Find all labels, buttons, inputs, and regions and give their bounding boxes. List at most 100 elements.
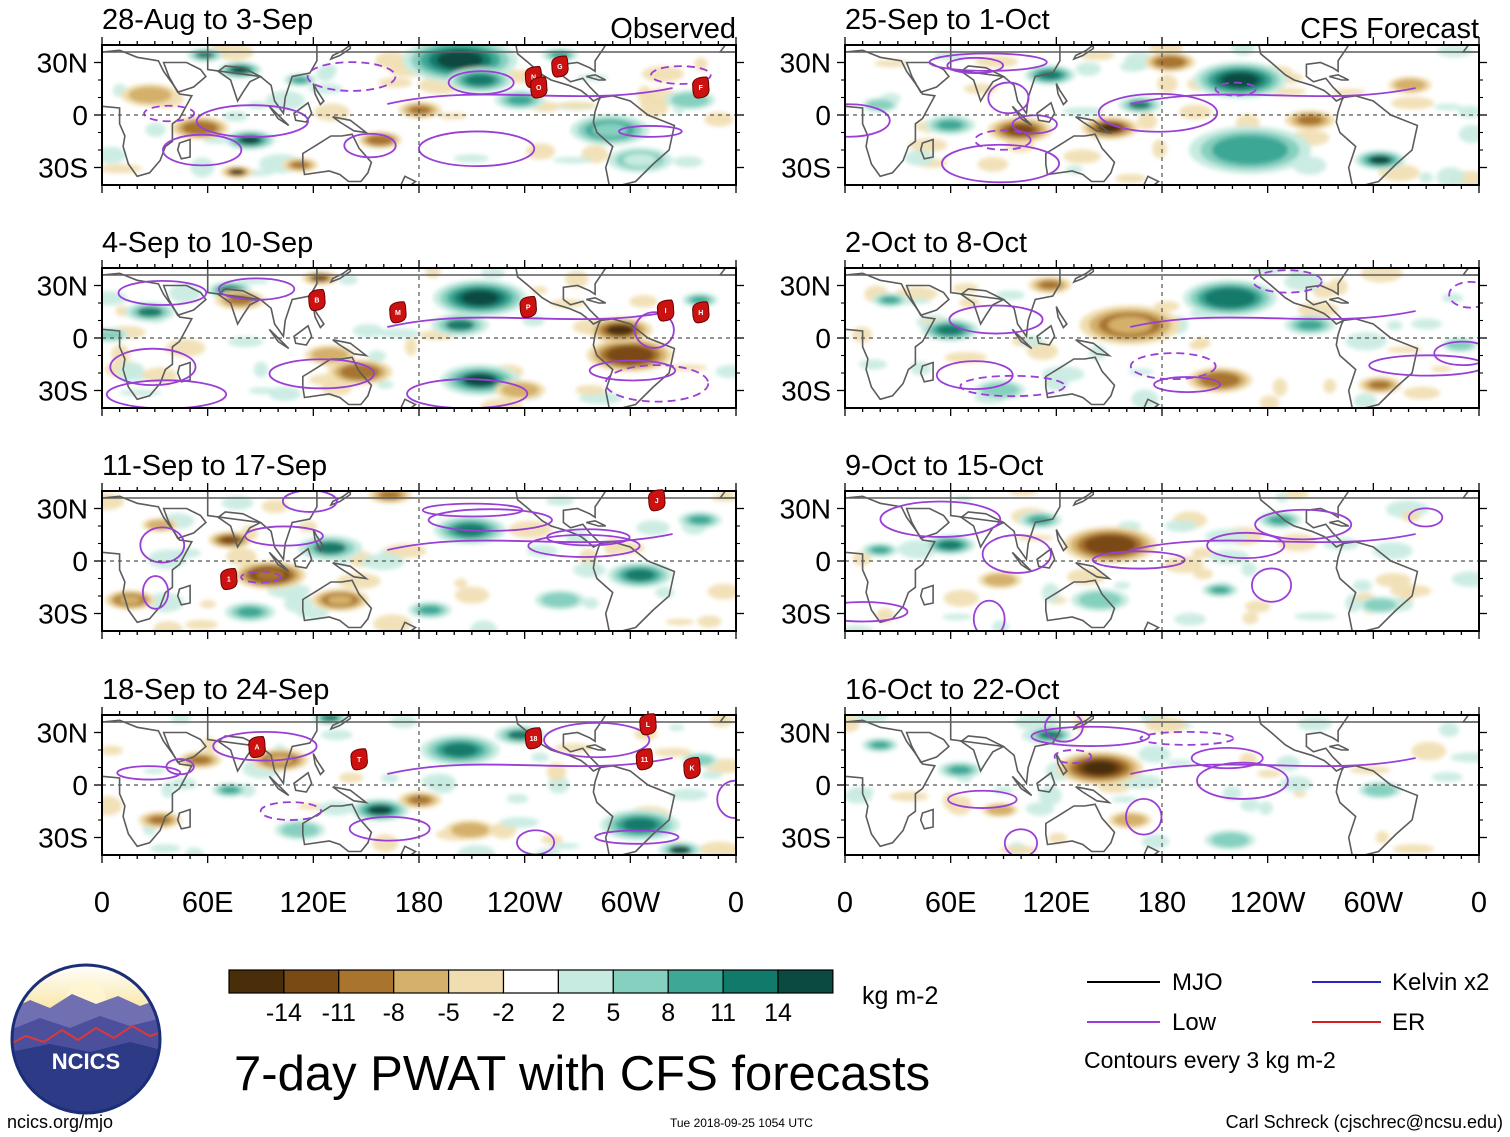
anomaly-speckle: [653, 747, 692, 757]
anomaly-speckle: [1276, 755, 1301, 772]
land-outline: [162, 507, 207, 540]
land-outline: [1011, 775, 1033, 797]
anomaly-speckle: [629, 295, 658, 308]
colorbar-label: -11: [322, 999, 356, 1027]
anomaly-speckle: [1166, 759, 1194, 767]
storm-marker: H: [692, 301, 710, 324]
storm-icon: [389, 301, 407, 324]
low-contour-line: [387, 757, 673, 775]
anomaly-speckle: [480, 398, 523, 408]
contour-legend: MJO Kelvin x2 Low ER Contours every 3 kg…: [1084, 969, 1489, 1073]
y-tick-label: 30S: [781, 376, 831, 407]
land-outline: [102, 49, 194, 178]
anomaly-speckle: [1323, 378, 1337, 394]
storm-id: 18: [530, 736, 538, 743]
land-outline: [312, 306, 325, 329]
panel-date-label: 28-Aug to 3-Sep: [102, 4, 313, 36]
anomaly-speckle: [707, 583, 736, 600]
anomaly-speckle: [222, 110, 249, 122]
land-outline: [1329, 743, 1350, 751]
storm-marker: B: [308, 288, 326, 312]
x-tick-label: 60E: [925, 887, 977, 919]
anomaly-speckle: [573, 562, 606, 578]
land-outline: [268, 105, 290, 127]
land-outline: [905, 507, 950, 540]
land-outline: [329, 268, 352, 284]
storm-marker: 11: [635, 748, 654, 771]
anomaly-speckle: [161, 781, 174, 798]
anomaly-blob: [625, 569, 655, 581]
anomaly-blob: [149, 815, 171, 825]
land-outline: [845, 268, 1479, 276]
anomaly-blob: [409, 795, 431, 805]
storm-id: L: [646, 722, 651, 729]
land-outline: [268, 775, 290, 797]
low-contour-line: [427, 508, 553, 532]
low-contour-line: [1368, 354, 1479, 377]
anomaly-speckle: [453, 154, 490, 163]
anomaly-speckle: [1138, 745, 1171, 763]
storm-icon: [683, 756, 701, 780]
anomaly-blob: [1205, 374, 1235, 386]
land-outline: [592, 764, 676, 855]
low-contour-line: [212, 730, 318, 762]
anomaly-speckle: [457, 844, 496, 855]
low-contour-line: [1030, 725, 1151, 747]
low-contours: [116, 721, 736, 855]
storm-id: O: [536, 85, 542, 92]
anomaly-blob: [1119, 815, 1141, 825]
anomaly-speckle: [1457, 105, 1479, 118]
anomaly-speckle: [845, 788, 873, 804]
anomaly-speckle: [548, 843, 580, 850]
anomaly-speckle: [438, 112, 468, 120]
x-tick-label: 180: [395, 887, 443, 919]
x-tick-label: 120E: [1022, 887, 1090, 919]
storm-id: K: [689, 766, 694, 773]
panel-date-label: 9-Oct to 15-Oct: [845, 450, 1043, 482]
storm-id: J: [655, 498, 659, 505]
anomaly-speckle: [639, 100, 669, 117]
anomaly-speckle: [404, 337, 418, 356]
anomaly-speckle: [636, 520, 670, 536]
land-outline: [1335, 764, 1419, 855]
land-outline: [919, 808, 934, 830]
storm-marker: F: [692, 76, 710, 99]
low-contours: [105, 277, 710, 408]
storm-marker: A: [248, 735, 266, 759]
anomaly-speckle: [317, 801, 354, 816]
anomaly-speckle: [1450, 752, 1479, 763]
land-outline: [1072, 268, 1095, 284]
anomaly-speckle: [874, 59, 909, 68]
land-outline: [1045, 133, 1116, 183]
y-tick-label: 30N: [780, 48, 831, 79]
y-tick-label: 0: [72, 323, 88, 354]
storm-id: 1: [227, 577, 231, 584]
anomaly-speckle: [339, 772, 364, 783]
storm-icon: [635, 748, 654, 771]
anomaly-speckle: [102, 146, 127, 164]
land-outline: [1335, 317, 1419, 408]
low-contour-line: [1130, 310, 1416, 328]
low-contour-line: [987, 81, 1030, 115]
land-outline: [592, 94, 676, 185]
low-contour-line: [116, 765, 182, 781]
anomaly-speckle: [221, 496, 254, 510]
anomaly-blob: [1038, 70, 1062, 80]
land-outline: [1055, 306, 1068, 329]
low-contour-line: [633, 311, 675, 349]
anomaly-speckle: [700, 771, 723, 779]
land-outline: [332, 339, 370, 357]
land-outline: [329, 45, 352, 61]
low-contour-line: [217, 277, 296, 301]
storm-id: 11: [641, 757, 649, 764]
anomaly-speckle: [1222, 785, 1242, 801]
panel-date-label: 18-Sep to 24-Sep: [102, 674, 329, 706]
land-outline: [268, 328, 290, 350]
panel-ticks: [94, 260, 744, 416]
low-contour-line: [546, 528, 631, 547]
storm-icon: [350, 748, 368, 771]
anomaly-speckle: [1063, 149, 1102, 164]
anomaly-blob: [137, 307, 163, 317]
low-contours: [845, 500, 1444, 631]
land-outline: [905, 731, 950, 764]
